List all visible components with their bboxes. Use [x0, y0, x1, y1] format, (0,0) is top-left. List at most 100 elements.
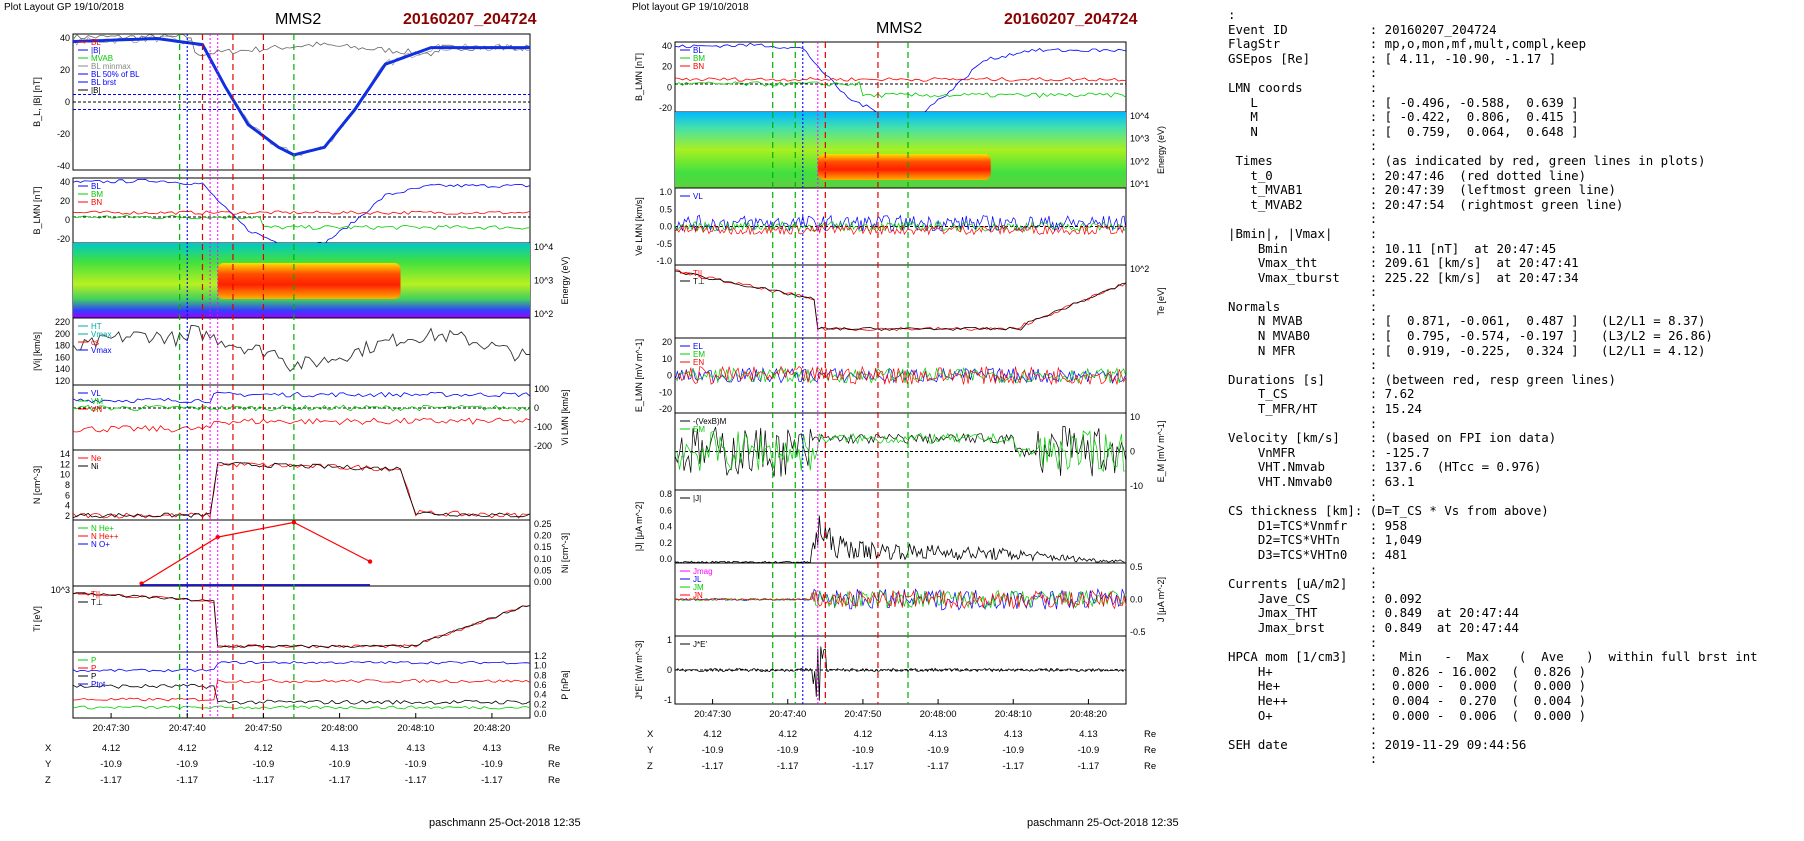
orbit-value: -10.9: [1002, 745, 1024, 756]
y-axis-label: B_LMN [nT]: [634, 53, 644, 101]
orbit-value: -1.17: [253, 775, 275, 786]
time-tick-label: 20:47:30: [93, 723, 130, 734]
legend-label: BL: [693, 46, 703, 55]
legend-label: T||: [91, 590, 100, 599]
tick-label: 40: [662, 41, 672, 51]
info-line: :: [1228, 415, 1378, 431]
tick-label: 10^4: [534, 242, 553, 252]
tick-label: 120: [55, 376, 70, 386]
tick-label: 4: [65, 501, 70, 511]
orbit-unit: Re: [1144, 761, 1156, 772]
tick-label: 140: [55, 364, 70, 374]
legend-label: J*E': [693, 640, 707, 649]
tick-label: -0.5: [1130, 627, 1146, 637]
y-axis-label: Ti [eV]: [32, 606, 42, 632]
y-axis-label: J*E' [nW m^-3]: [634, 641, 644, 700]
tick-label: 0.05: [534, 565, 552, 575]
info-line: He++ : 0.004 - 0.270 ( 0.004 ): [1228, 692, 1587, 708]
legend-label: VN: [91, 405, 102, 414]
tick-label: -20: [57, 129, 70, 139]
panel-8: 10^3 Ti [eV] T||T⊥: [32, 585, 531, 653]
tick-label: 0.5: [659, 204, 672, 214]
tick-label: 1.2: [534, 651, 547, 661]
info-line: VnMFR : -125.7: [1228, 444, 1430, 460]
legend-label: JL: [693, 575, 702, 584]
panel-2: 10^4 10^3 10^2 10^1 Energy (eV): [674, 111, 1166, 189]
tick-label: 14: [60, 449, 70, 459]
orbit-value: 4.12: [102, 743, 121, 754]
info-line: CS thickness [km]: (D=T_CS * Vs from abo…: [1228, 503, 1549, 519]
tick-label: 0: [1130, 447, 1135, 457]
orbit-value: -1.17: [1002, 761, 1024, 772]
y-axis-label: B_L, |B| [nT]: [32, 77, 42, 127]
VeL-line: [674, 214, 1127, 233]
tick-label: -1: [664, 695, 672, 705]
time-tick-label: 20:48:10: [397, 723, 434, 734]
orbit-value: -10.9: [702, 745, 724, 756]
orbit-value: 4.12: [178, 743, 197, 754]
panel-frame: [674, 264, 1127, 339]
tick-label: 0.00: [534, 577, 552, 587]
info-line: FlagStr : mp,o,mon,mf,mult,compl,keep: [1228, 36, 1587, 52]
tick-label: 1.0: [659, 187, 672, 197]
tick-label: 0: [65, 215, 70, 225]
info-line: t_0 : 20:47:46 (red dotted line): [1228, 167, 1587, 183]
orbit-value: 4.13: [1079, 729, 1098, 740]
orbit-value: -1.17: [405, 775, 427, 786]
legend-label: BL: [91, 182, 101, 191]
orbit-row-label: Y: [45, 759, 52, 770]
orbit-value: 4.12: [779, 729, 798, 740]
spacecraft-title-left: MMS2: [275, 11, 321, 28]
orbit-value: -10.9: [253, 759, 275, 770]
tick-label: 0.10: [534, 554, 552, 564]
tick-label: 0.2: [534, 699, 547, 709]
tick-label: -20: [659, 404, 672, 414]
tick-label: 10^3: [534, 276, 553, 286]
info-line: Event ID : 20160207_204724: [1228, 21, 1497, 37]
info-line: D2=TCS*VHTn : 1,049: [1228, 532, 1422, 548]
y-axis-label: Energy (eV): [560, 256, 570, 304]
panel-frame: [72, 651, 531, 719]
orbit-value: -1.17: [329, 775, 351, 786]
orbit-value: -10.9: [1078, 745, 1100, 756]
tick-label: 0.2: [659, 538, 672, 548]
orbit-value: -10.9: [777, 745, 799, 756]
orbit-value: 4.13: [330, 743, 349, 754]
legend-label: P: [91, 672, 96, 681]
panel-frame: [674, 489, 1127, 564]
info-line: t_MVAB2 : 20:47:54 (rightmost green line…: [1228, 196, 1624, 212]
legend-label: -(VexB)M: [693, 417, 727, 426]
orbit-value: -10.9: [405, 759, 427, 770]
Ptot-line: [72, 660, 531, 673]
orbit-unit: Re: [1144, 745, 1156, 756]
info-line: Jave_CS : 0.092: [1228, 590, 1422, 606]
time-tick-label: 20:48:20: [1070, 709, 1107, 720]
panel-frame: [72, 519, 531, 587]
info-line: T_MFR/HT : 15.24: [1228, 401, 1422, 417]
orbit-value: -1.17: [852, 761, 874, 772]
tick-label: -10: [659, 387, 672, 397]
tick-label: 0: [667, 371, 672, 381]
time-tick-label: 20:47:30: [694, 709, 731, 720]
Pe-line: [72, 705, 531, 710]
panel-frame: [72, 317, 531, 386]
tick-label: 0.8: [659, 489, 672, 499]
orbit-value: -1.17: [1078, 761, 1100, 772]
spacecraft-title-mid: MMS2: [876, 20, 922, 37]
tick-label: 10^4: [1130, 111, 1149, 121]
panel-6: 10 0 -10 E_M [mV m^-1] -(VexB)MEM: [674, 412, 1166, 491]
panel-frame: [72, 177, 531, 244]
Te-perp-line: [674, 270, 1127, 331]
orbit-value: -1.17: [176, 775, 198, 786]
VM-line: [72, 404, 531, 412]
info-line: :: [1228, 284, 1378, 300]
He-pp-point: [367, 559, 373, 564]
info-line: T_CS : 7.62: [1228, 386, 1415, 402]
info-line: N MFR : [ 0.919, -0.225, 0.324 ] (L2/L1 …: [1228, 342, 1706, 358]
info-line: :: [1228, 634, 1378, 650]
JM-line: [674, 589, 1127, 609]
